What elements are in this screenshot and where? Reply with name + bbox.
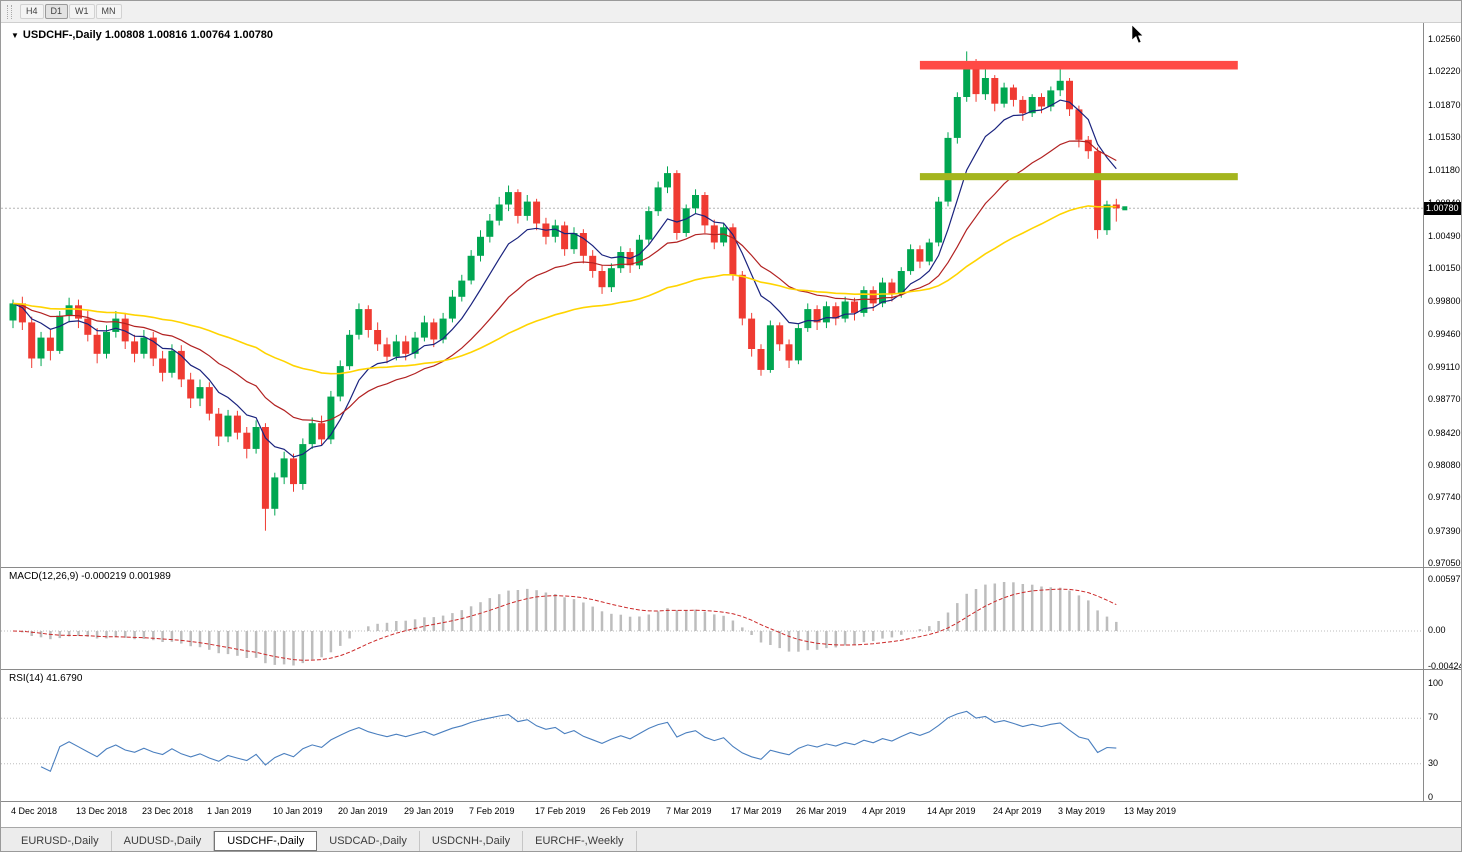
date-label: 26 Feb 2019 <box>600 806 651 816</box>
mouse-cursor-icon <box>1132 25 1144 44</box>
chart-ohlc-values: 1.00808 1.00816 1.00764 1.00780 <box>104 29 274 41</box>
chart-symbol-label: USDCHF-,Daily <box>22 29 102 41</box>
date-label: 26 Mar 2019 <box>796 806 847 816</box>
ma-20-line <box>12 140 1117 423</box>
one-click-trading-icon[interactable]: ▼ <box>11 31 19 40</box>
date-label: 29 Jan 2019 <box>404 806 454 816</box>
price-axis-label: 0.99460 <box>1428 329 1461 339</box>
timeframe-button-mn[interactable]: MN <box>95 4 122 19</box>
rsi-axis-label: 0 <box>1428 792 1434 802</box>
date-label: 10 Jan 2019 <box>273 806 323 816</box>
moving-averages-layer <box>12 99 1117 458</box>
macd-axis-label: 0.00 <box>1428 625 1446 635</box>
price-axis-label: 0.97740 <box>1428 492 1461 502</box>
price-axis-label: 0.99110 <box>1428 362 1460 372</box>
rsi-panel <box>1 669 1461 801</box>
chart-tab-usdcnh-daily[interactable]: USDCNH-,Daily <box>420 830 524 851</box>
price-axis-label: 1.01530 <box>1428 132 1461 142</box>
macd-indicator-label: MACD(12,26,9) -0.000219 0.001989 <box>9 571 171 582</box>
chart-tab-eurchf-weekly[interactable]: EURCHF-,Weekly <box>523 830 637 851</box>
current-price-badge: 1.00780 <box>1424 202 1461 215</box>
macd-values: -0.000219 0.001989 <box>81 571 171 582</box>
date-label: 4 Apr 2019 <box>862 806 906 816</box>
date-label: 7 Feb 2019 <box>469 806 515 816</box>
rsi-name: RSI(14) <box>9 673 44 684</box>
date-label: 13 May 2019 <box>1124 806 1177 816</box>
price-axis-label: 0.97390 <box>1428 526 1461 536</box>
rsi-line <box>40 710 1117 773</box>
chart-tab-audusd-daily[interactable]: AUDUSD-,Daily <box>112 830 215 851</box>
macd-histogram <box>21 582 1118 666</box>
ma-55-line <box>12 205 1117 375</box>
chart-tab-usdchf-daily[interactable]: USDCHF-,Daily <box>214 830 318 851</box>
timeframe-button-w1[interactable]: W1 <box>69 4 95 19</box>
price-axis-label: 1.00150 <box>1428 263 1461 273</box>
macd-axis-label: -0.00424 <box>1428 661 1462 671</box>
price-axis-label: 0.99800 <box>1428 296 1461 306</box>
rsi-axis-label: 100 <box>1428 678 1444 688</box>
date-label: 7 Mar 2019 <box>666 806 712 816</box>
chart-tab-bar: EURUSD-,Daily AUDUSD-,Daily USDCHF-,Daily U… <box>1 827 1461 851</box>
rsi-value: 41.6790 <box>46 673 83 684</box>
chart-tab-usdcad-daily[interactable]: USDCAD-,Daily <box>317 830 420 851</box>
date-label: 3 May 2019 <box>1058 806 1106 816</box>
macd-panel <box>1 567 1461 669</box>
date-label: 23 Dec 2018 <box>142 806 194 816</box>
chart-tab-eurusd-daily[interactable]: EURUSD-,Daily <box>9 830 112 851</box>
price-axis-label: 1.01870 <box>1428 100 1461 110</box>
price-axis-label: 0.98420 <box>1428 428 1461 438</box>
drawn-objects-layer <box>919 60 1238 211</box>
ma-8-line <box>12 99 1117 458</box>
date-label: 4 Dec 2018 <box>11 806 58 816</box>
last-price-marker <box>1122 206 1128 211</box>
price-chart[interactable] <box>1 23 1423 567</box>
date-axis[interactable] <box>1 801 1461 827</box>
price-axis-label: 1.02560 <box>1428 34 1461 44</box>
date-label: 20 Jan 2019 <box>338 806 388 816</box>
rsi-indicator-label: RSI(14) 41.6790 <box>9 673 82 684</box>
date-label: 24 Apr 2019 <box>993 806 1042 816</box>
timeframe-button-group: H4 D1 W1 MN <box>20 4 122 19</box>
timeframe-button-d1[interactable]: D1 <box>44 4 69 19</box>
price-axis-divider <box>1423 23 1424 801</box>
price-axis-label: 1.02220 <box>1428 66 1461 76</box>
timeframe-toolbar: H4 D1 W1 MN <box>1 1 1461 23</box>
date-label: 1 Jan 2019 <box>207 806 252 816</box>
macd-name: MACD(12,26,9) <box>9 571 79 582</box>
timeframe-button-h4[interactable]: H4 <box>20 4 44 19</box>
macd-signal-line <box>12 588 1117 661</box>
rsi-axis-label: 30 <box>1428 758 1439 768</box>
date-label: 13 Dec 2018 <box>76 806 128 816</box>
resistance-band <box>919 60 1238 70</box>
price-axis-label: 1.00490 <box>1428 231 1461 241</box>
price-chart-panel <box>1 23 1461 567</box>
date-label: 14 Apr 2019 <box>927 806 976 816</box>
chart-title: ▼ USDCHF-,Daily 1.00808 1.00816 1.00764 1… <box>11 29 273 41</box>
price-axis-label: 0.97050 <box>1428 558 1461 568</box>
toolbar-grip-icon[interactable] <box>7 4 12 19</box>
date-label: 17 Mar 2019 <box>731 806 782 816</box>
rsi-chart[interactable] <box>1 670 1423 801</box>
rsi-axis-label: 70 <box>1428 712 1439 722</box>
support-band <box>919 173 1238 181</box>
price-axis-label: 1.01180 <box>1428 165 1460 175</box>
macd-chart[interactable] <box>1 568 1423 669</box>
price-axis-label: 0.98080 <box>1428 460 1461 470</box>
macd-axis-label: 0.00597 <box>1428 574 1461 584</box>
date-label: 17 Feb 2019 <box>535 806 586 816</box>
price-axis-label: 0.98770 <box>1428 394 1461 404</box>
candles-layer <box>9 51 1120 531</box>
